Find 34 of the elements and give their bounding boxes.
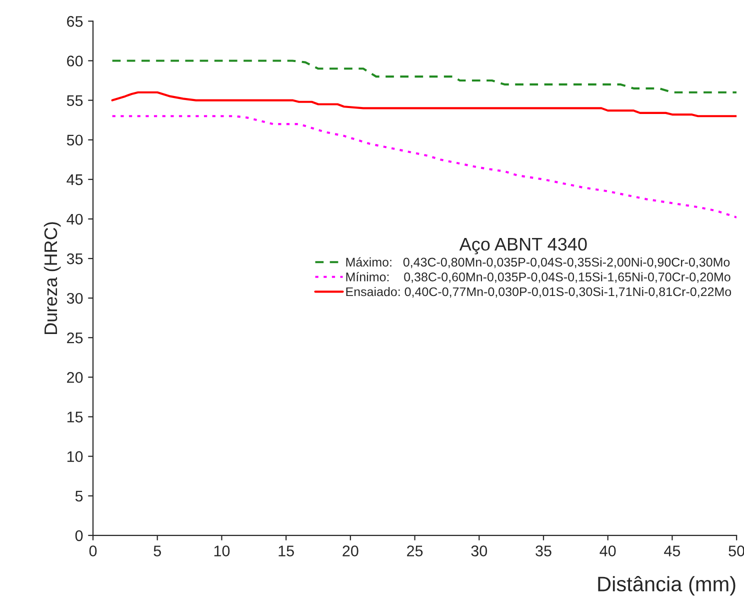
x-tick-label: 15 [278,546,294,556]
legend-label: Mínimo: 0,38C-0,60Mn-0,035P-0,04S-0,15Si-1,65Ni-0,70Cr-0,20Mo [346,272,730,283]
y-tick-label: 45 [66,174,83,186]
x-tick-label: 45 [664,546,680,556]
x-tick-label: 25 [407,546,423,556]
y-tick-label: 5 [75,490,83,502]
x-tick-label: 0 [89,546,97,556]
y-tick-label: 20 [67,372,83,383]
y-tick-label: 50 [66,134,83,146]
legend-label: Ensaiado: 0,40C-0,77Mn-0,030P-0,01S-0,30Si-1,71Ni-0,81Cr-0,22Mo [346,286,732,298]
y-tick-label: 10 [67,451,83,462]
y-tick-label: 0 [75,530,83,542]
x-tick-label: 35 [536,546,552,556]
y-tick-label: 15 [67,412,83,422]
x-tick-label: 10 [214,546,230,556]
y-tick-label: 35 [66,253,83,264]
x-tick-label: 5 [154,546,161,556]
line-series [111,115,737,218]
legend-label: Máximo: 0,43C-0,80Mn-0,035P-0,04S-0,35Si-2,00Ni-0,90Cr-0,30Mo [346,257,730,268]
y-tick-label: 25 [67,332,83,344]
y-tick-label: 40 [66,214,83,225]
y-axis-title: Dureza (HRC) [44,222,61,334]
y-tick-label: 60 [67,56,83,66]
y-tick-label: 30 [66,292,83,304]
x-tick-label: 20 [342,546,358,556]
x-tick-label: 30 [471,546,488,556]
line-series [111,60,737,94]
x-axis-title: Distância (mm) [598,576,736,596]
legend-title: Aço ABNT 4340 [459,238,587,254]
x-tick-label: 40 [600,546,616,556]
y-tick-label: 65 [67,16,83,27]
line-series [111,91,737,118]
x-tick-label: 50 [728,546,744,556]
y-tick-label: 55 [66,95,83,106]
